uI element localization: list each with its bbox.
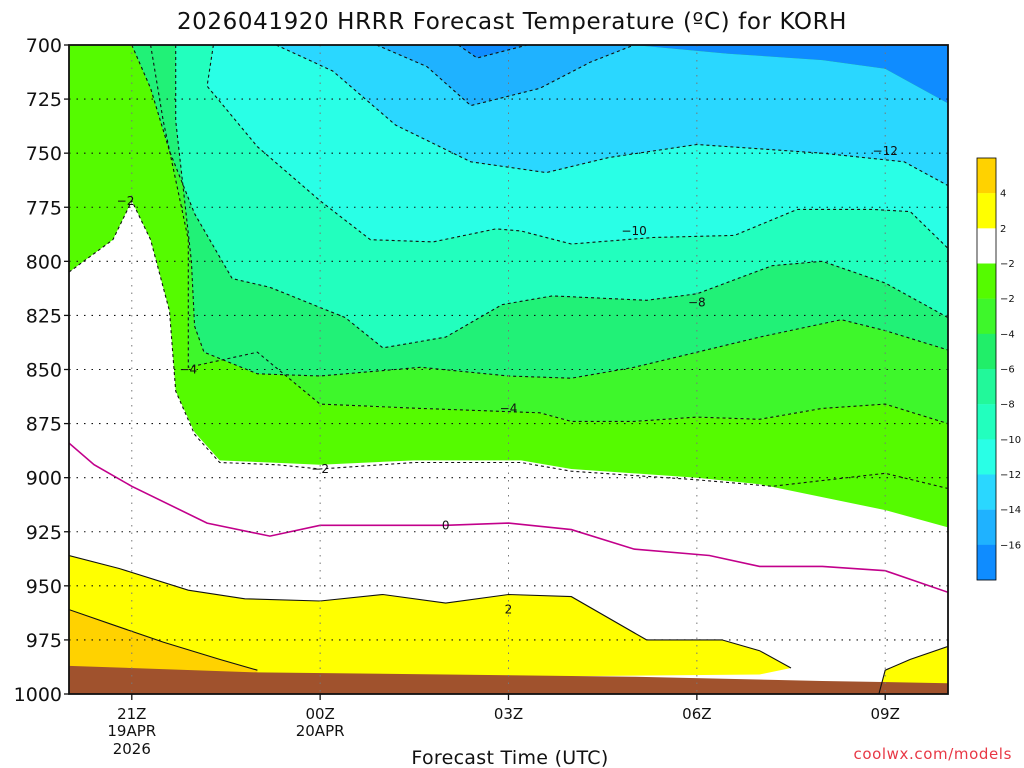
axes: 700 725 750 775 800 825 850 875 900 925 950 975 1000… [14, 35, 949, 758]
colorbar: 4 2 −2 −2 −4 −6 −8 −10 −12 −14 −16 [976, 157, 1021, 581]
contour-label: −12 [873, 144, 898, 158]
fill-band-minus8-to-minus10 [131, 45, 948, 348]
colorbar-frame [976, 157, 997, 581]
y-tick-label: 725 [26, 89, 62, 111]
colorbar-label: −12 [1000, 470, 1021, 481]
x-tick-sublabel: 20APR [296, 722, 345, 740]
contour-label: −4 [179, 363, 197, 377]
fill-band-plus2-to-plus4 [69, 555, 791, 677]
colorbar-label: −14 [1000, 505, 1021, 516]
isotherm-lines [69, 45, 948, 694]
colorbar-swatch [977, 298, 996, 335]
isotherm-line-4 [69, 609, 258, 671]
colorbar-label: −16 [1000, 540, 1021, 551]
x-tick-label: 09Z [871, 705, 900, 723]
y-tick-label: 975 [26, 630, 62, 652]
colorbar-label: −4 [1000, 329, 1015, 340]
x-tick-label: 03Z [494, 705, 523, 723]
colorbar-label: 4 [1000, 189, 1006, 200]
x-tick-label: 21Z [117, 705, 146, 723]
colorbar-swatch [977, 193, 996, 229]
isotherm-line-2-right [878, 637, 948, 694]
y-tick-label: 900 [26, 468, 62, 490]
colorbar-swatch [977, 404, 996, 440]
contour-label: 2 [505, 603, 513, 617]
chart-title: 2026041920 HRRR Forecast Temperature (ºC… [177, 9, 847, 35]
fill-band-minus16-area [458, 45, 948, 104]
contour-label: −8 [688, 295, 706, 309]
y-tick-label: 850 [26, 360, 62, 382]
colorbar-swatch [977, 369, 996, 405]
contour-label: −2 [311, 462, 329, 476]
fill-band-minus6 [131, 45, 948, 379]
colorbar-swatch [977, 263, 996, 299]
x-tick-sublabel: 19APR [107, 722, 156, 740]
y-tick-label: 950 [26, 576, 62, 598]
x-tick-sublabel: 2026 [113, 740, 151, 758]
isotherm-line-minus4 [150, 45, 948, 425]
y-tick-label: 800 [26, 251, 62, 273]
colorbar-swatch [977, 544, 996, 581]
y-tick-label: 875 [26, 414, 62, 436]
contour-label: −10 [621, 224, 646, 238]
colorbar-label: 2 [1000, 224, 1006, 235]
y-tick-label: 925 [26, 522, 62, 544]
colorbar-swatch [977, 474, 996, 510]
fill-band-plus2-right [878, 637, 948, 694]
colorbar-swatch [977, 158, 996, 194]
colorbar-label: −2 [1000, 259, 1015, 270]
isotherm-line-0 [69, 442, 948, 594]
colorbar-swatch [977, 228, 996, 264]
colorbar-swatch [977, 333, 996, 370]
contour-labels: −2 −4 −2 −4 0 2 −10 −8 −12 [117, 144, 898, 617]
temperature-fill-layer [69, 45, 948, 694]
fill-band-minus10-to-minus12 [207, 45, 948, 249]
isotherm-line-minus10 [206, 45, 948, 249]
isotherm-line-minus8 [131, 45, 948, 349]
y-tick-label: 1000 [14, 684, 62, 706]
fill-band-minus12-to-minus14 [276, 45, 948, 186]
colorbar-swatch [977, 509, 996, 546]
colorbar-label: −8 [1000, 400, 1015, 411]
fill-band-minus4 [150, 45, 948, 424]
contour-label: −2 [117, 194, 135, 208]
contour-label: 0 [442, 518, 450, 532]
fill-band-minus14-to-minus16 [376, 45, 635, 106]
colorbar-swatch [977, 439, 996, 475]
x-tick-label: 00Z [305, 705, 334, 723]
isotherm-line-minus16 [457, 45, 528, 59]
fill-band-plus4 [69, 609, 258, 675]
y-tick-label: 775 [26, 197, 62, 219]
ground-surface [69, 665, 948, 694]
plot-area [69, 45, 948, 694]
x-axis-label: Forecast Time (UTC) [411, 747, 608, 768]
colorbar-label: −10 [1000, 435, 1021, 446]
y-tick-label: 825 [26, 305, 62, 327]
colorbar-label: −2 [1000, 294, 1015, 305]
credit-text: coolwx.com/models [854, 745, 1013, 763]
y-tick-label: 700 [26, 35, 62, 57]
colorbar-label: −6 [1000, 365, 1015, 376]
contour-label: −4 [500, 401, 518, 415]
x-tick-label: 06Z [682, 705, 711, 723]
fill-band-minus2 [69, 45, 948, 528]
grid-lines [69, 45, 948, 694]
isotherm-line-minus2 [69, 199, 948, 492]
y-tick-label: 750 [26, 143, 62, 165]
